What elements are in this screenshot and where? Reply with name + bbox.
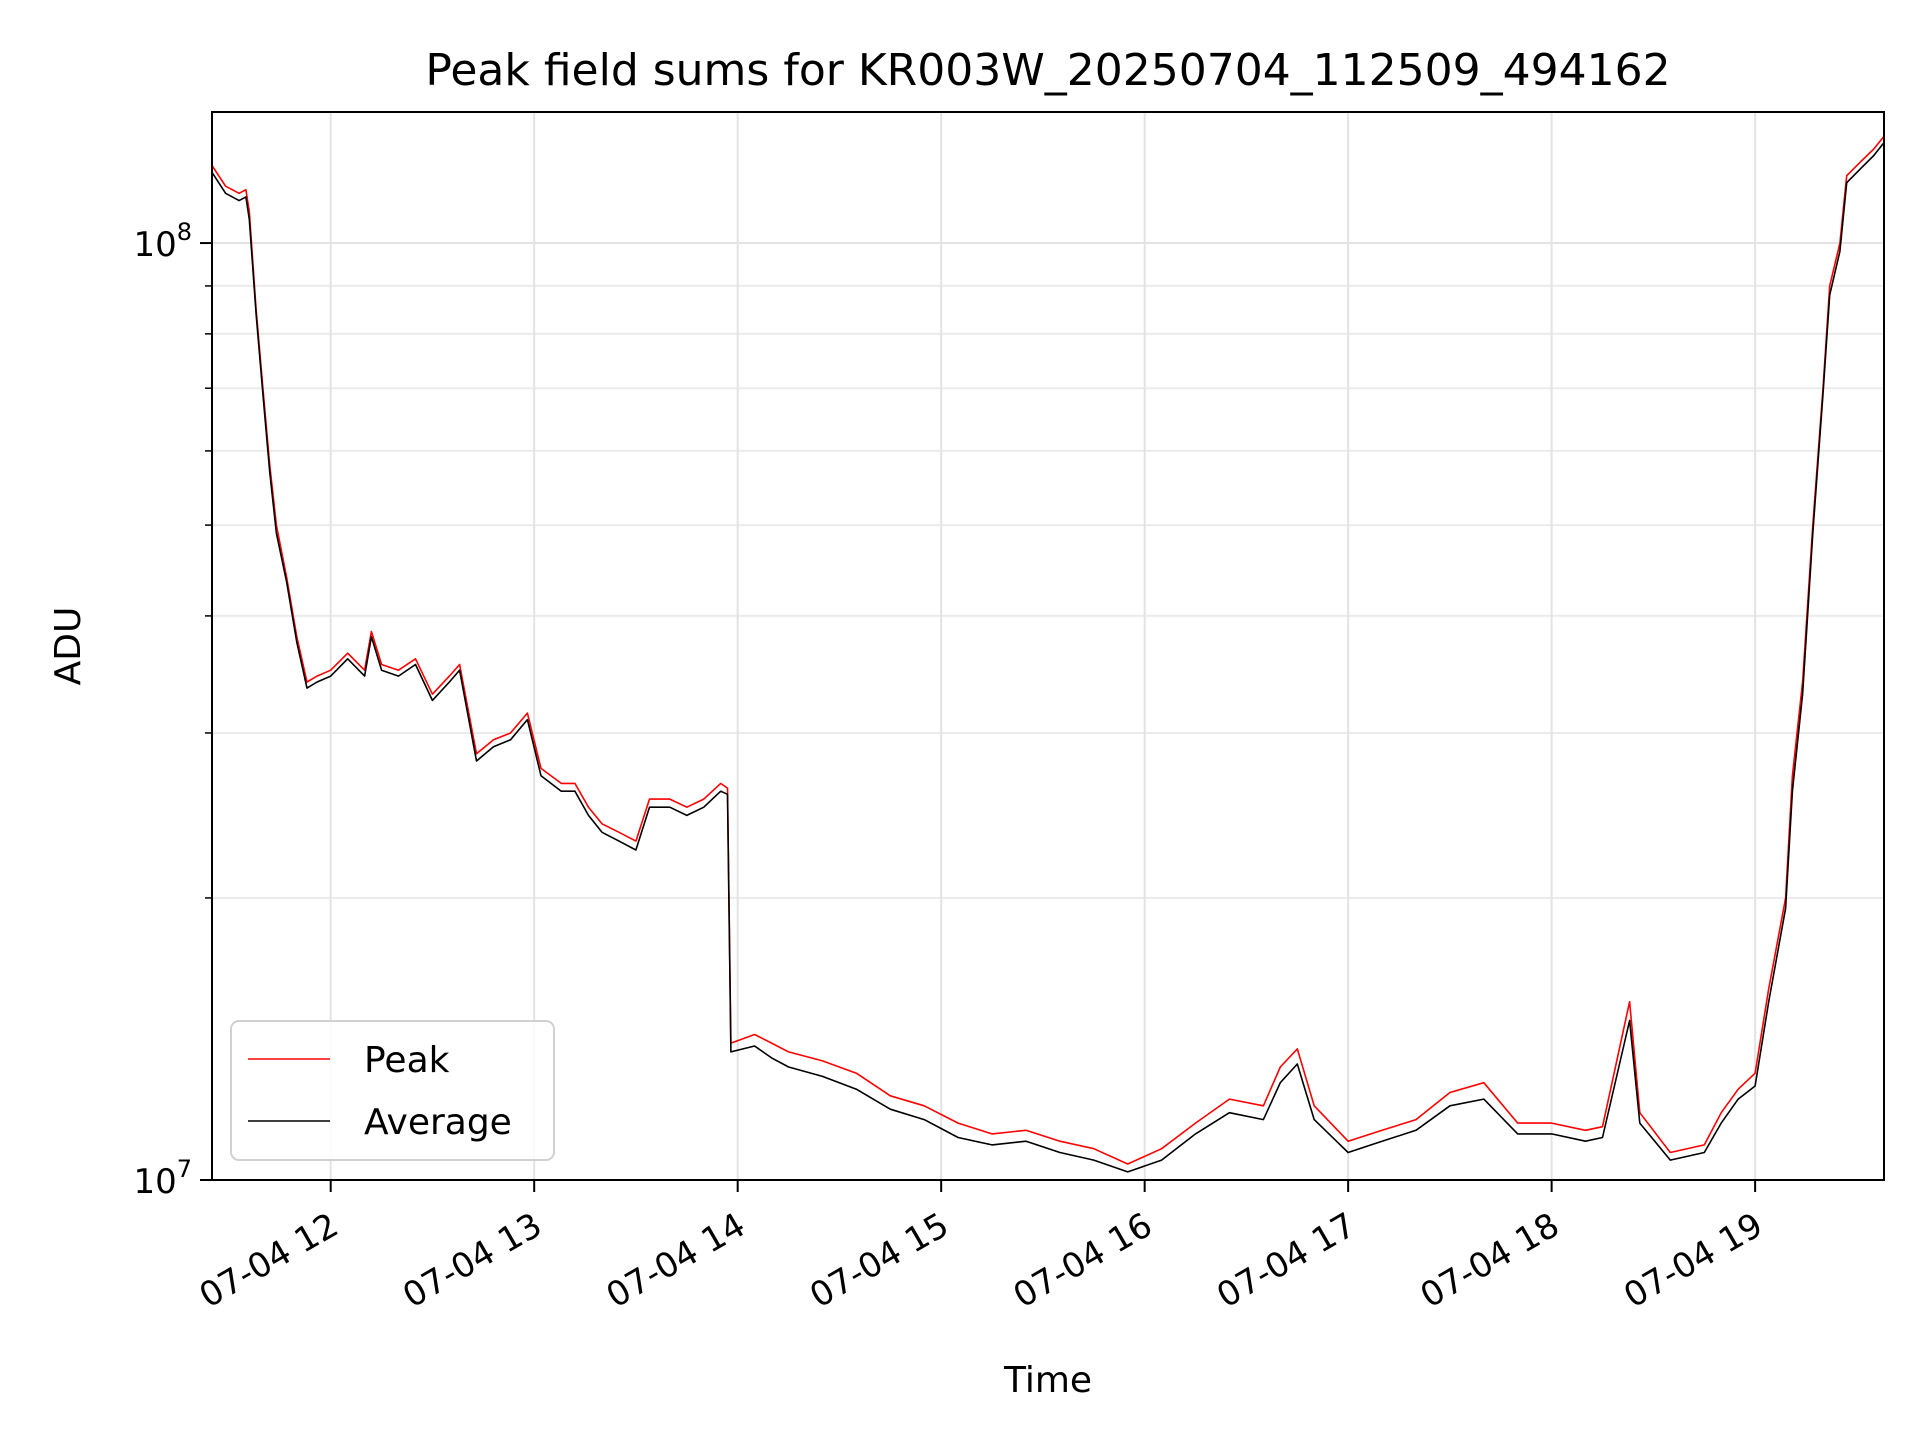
x-axis-label: Time: [1003, 1360, 1092, 1401]
y-tick-label: 108: [133, 218, 192, 265]
legend-label-average: Average: [364, 1102, 512, 1143]
y-axis-label: ADU: [48, 607, 89, 686]
legend: Peak Average: [230, 1020, 555, 1161]
legend-label-peak: Peak: [364, 1040, 450, 1081]
y-tick-label: 107: [133, 1155, 192, 1202]
legend-box: [230, 1020, 555, 1161]
series-line-average: [211, 142, 1885, 1173]
grid: [212, 112, 1884, 1181]
series-line-peak: [211, 135, 1885, 1165]
series-layer: [211, 135, 1885, 1173]
chart-title: Peak field sums for KR003W_20250704_1125…: [425, 45, 1670, 96]
plot-frame: [211, 111, 1885, 1181]
